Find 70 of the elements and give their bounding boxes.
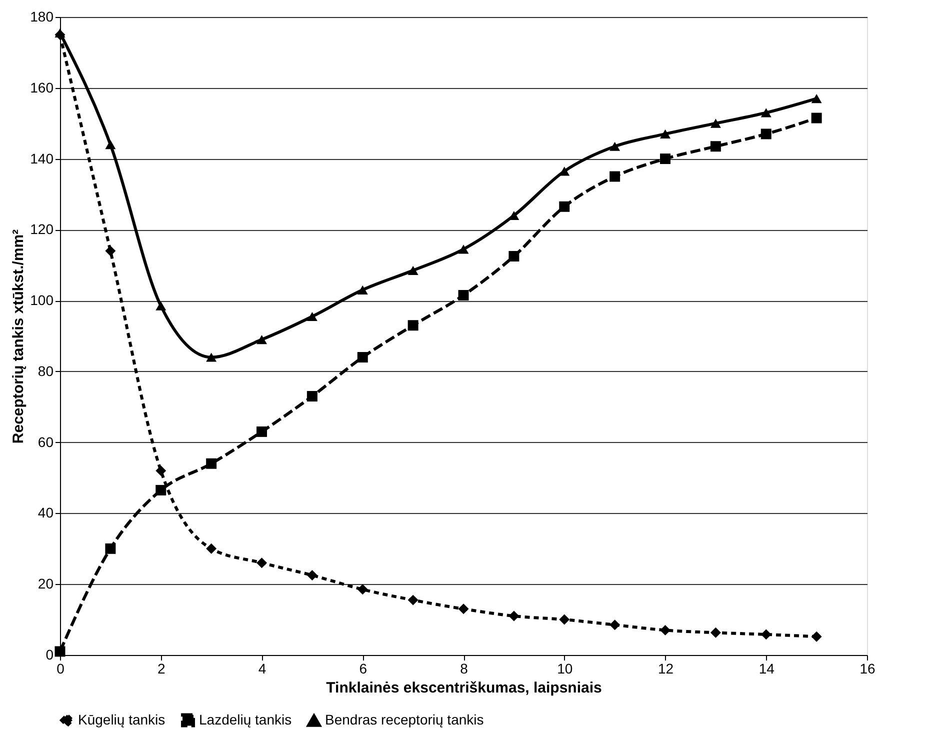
- point: [660, 129, 670, 139]
- point: [256, 335, 267, 344]
- point: [710, 627, 721, 638]
- x-tick-label: 4: [258, 660, 266, 676]
- point: [660, 154, 670, 164]
- legend-label: Lazdelių tankis: [199, 711, 292, 728]
- point: [408, 266, 418, 275]
- x-tick-label: 14: [758, 660, 775, 676]
- y-tick-label: 100: [30, 292, 54, 308]
- x-tick-label: 2: [157, 660, 166, 676]
- point: [458, 244, 469, 254]
- point: [610, 620, 620, 630]
- point: [408, 594, 418, 606]
- y-tick-label: 0: [46, 646, 54, 662]
- point: [610, 142, 620, 151]
- x-tick-label: 8: [460, 660, 468, 676]
- point: [357, 584, 368, 595]
- y-tick-label: 140: [30, 150, 54, 166]
- y-tick-label: 160: [30, 79, 54, 96]
- y-tick-label: 80: [38, 362, 54, 379]
- y-tick-label: 60: [38, 434, 54, 450]
- x-tick-label: 6: [359, 660, 368, 676]
- point: [105, 140, 116, 150]
- point: [811, 631, 822, 642]
- point: [660, 624, 670, 636]
- point: [206, 352, 217, 362]
- point: [760, 128, 772, 140]
- point: [306, 312, 318, 322]
- x-tick-label: 0: [56, 660, 65, 676]
- point: [306, 391, 318, 402]
- y-tick-label: 40: [38, 504, 54, 521]
- point: [156, 484, 166, 496]
- y-tick-label: 120: [30, 221, 54, 238]
- point: [811, 94, 822, 104]
- point: [811, 112, 822, 124]
- point: [458, 604, 469, 614]
- legend-label: Bendras receptorių tankis: [325, 712, 484, 728]
- x-axis-title: Tinklainės ekscentriškumas, laipsniais: [326, 680, 602, 696]
- y-axis-title: Receptorių tankis xtūkst./mm²: [10, 229, 28, 444]
- point: [760, 108, 772, 118]
- y-tick-label: 20: [38, 576, 54, 592]
- point: [206, 458, 217, 469]
- point: [458, 290, 469, 300]
- x-tick-label: 12: [658, 660, 674, 676]
- point: [508, 251, 520, 262]
- x-tick-label: 10: [557, 660, 573, 676]
- point: [256, 558, 267, 568]
- point: [105, 246, 116, 256]
- point: [54, 29, 66, 40]
- point: [408, 320, 418, 331]
- point: [357, 352, 368, 363]
- point: [508, 610, 520, 622]
- point: [306, 570, 318, 580]
- point: [559, 201, 570, 212]
- point: [256, 426, 267, 437]
- x-tick-label: 16: [860, 660, 876, 676]
- point: [156, 465, 166, 476]
- point: [206, 543, 217, 554]
- y-tick-label: 180: [30, 8, 54, 24]
- point: [559, 614, 570, 625]
- point: [559, 166, 570, 176]
- point: [105, 543, 116, 554]
- point: [54, 646, 66, 657]
- point: [357, 285, 368, 294]
- legend-label: Kūgelių tankis: [78, 711, 166, 728]
- point: [610, 171, 620, 182]
- point: [710, 141, 721, 152]
- point: [760, 629, 772, 640]
- point: [156, 301, 166, 310]
- point: [710, 118, 721, 128]
